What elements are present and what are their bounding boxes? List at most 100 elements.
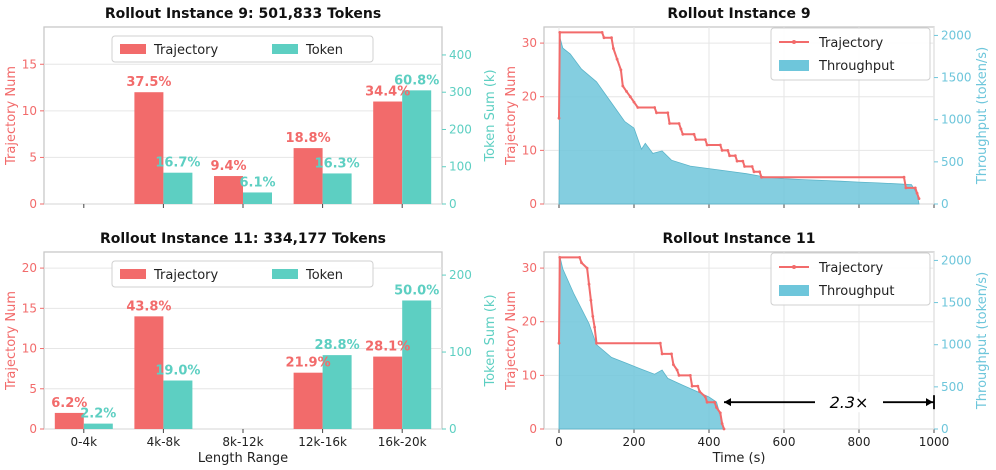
- trajectory-point: [726, 149, 730, 152]
- x-tick-label: 200: [623, 435, 646, 449]
- y-tick-label: 10: [522, 368, 537, 382]
- trajectory-data-label: 6.2%: [51, 396, 87, 411]
- trajectory-bar: [134, 316, 164, 429]
- x-axis-label: Time (s): [712, 451, 766, 466]
- trajectory-point: [715, 406, 718, 409]
- y-tick-label: 0: [529, 197, 537, 211]
- y-tick-label: 20: [522, 90, 537, 104]
- y2-tick-label: 0: [941, 422, 949, 436]
- trajectory-point: [593, 325, 596, 329]
- x-tick-label: 0-4k: [71, 435, 98, 449]
- trajectory-point: [558, 31, 562, 34]
- chart-title: Rollout Instance 11: [663, 231, 816, 247]
- trajectory-point: [752, 170, 756, 174]
- trajectory-point: [718, 143, 722, 147]
- trajectory-point: [728, 154, 731, 158]
- trajectory-point: [696, 384, 700, 388]
- speedup-label: 2.3×: [830, 393, 869, 412]
- trajectory-point: [758, 170, 761, 174]
- y2-tick-label: 100: [449, 160, 472, 174]
- speedup-label-bg: [815, 392, 883, 413]
- trajectory-point: [743, 165, 746, 168]
- y-tick-label: 10: [22, 104, 37, 118]
- legend-box: [770, 27, 931, 81]
- y2-tick-label: 1500: [941, 71, 972, 85]
- y2-tick-label: 500: [941, 155, 964, 169]
- y-tick-label: 30: [522, 261, 537, 275]
- trajectory-point: [904, 186, 908, 190]
- trajectory-point: [741, 159, 745, 163]
- trajectory-bar: [373, 356, 403, 429]
- trajectory-point: [666, 111, 670, 115]
- x-tick-label: 12k-16k: [298, 435, 347, 449]
- trajectory-bar: [293, 372, 323, 429]
- trajectory-point: [679, 127, 683, 131]
- legend-trajectory-label: Trajectory: [818, 261, 883, 276]
- x-tick-label: 400: [698, 435, 721, 449]
- legend-trajectory-swatch: [120, 44, 146, 54]
- trajectory-point: [632, 100, 636, 104]
- trajectory-point: [677, 374, 681, 377]
- trajectory-point: [653, 106, 656, 109]
- token-data-label: 50.0%: [394, 283, 439, 298]
- legend-trajectory-label: Trajectory: [153, 268, 218, 283]
- trajectory-point: [720, 422, 724, 425]
- y2-tick-label: 0: [449, 197, 457, 211]
- y2-tick-label: 300: [449, 85, 472, 99]
- trajectory-point: [628, 95, 632, 99]
- legend-trajectory-marker: [792, 40, 796, 44]
- token-data-label: 16.7%: [155, 156, 200, 171]
- trajectory-point: [705, 143, 709, 147]
- y2-tick-label: 400: [449, 48, 472, 62]
- trajectory-point: [692, 132, 696, 136]
- legend-trajectory-label: Trajectory: [153, 43, 218, 58]
- legend-throughput-label: Throughput: [818, 59, 895, 74]
- y-tick-label: 5: [29, 382, 37, 396]
- y2-axis-label: Throughput (token/s): [975, 272, 990, 410]
- trajectory-point: [681, 132, 685, 136]
- legend-throughput-label: Throughput: [818, 284, 895, 299]
- trajectory-bar: [373, 101, 403, 204]
- trajectory-point: [760, 175, 763, 179]
- token-bar: [243, 192, 272, 204]
- chart-title: Rollout Instance 11: 334,177 Tokens: [100, 231, 386, 247]
- x-tick-label: 4k-8k: [147, 435, 181, 449]
- trajectory-point: [917, 197, 921, 201]
- trajectory-point: [591, 315, 595, 318]
- y-axis-label: Trajectory Num: [4, 291, 19, 391]
- y-tick-label: 20: [522, 315, 537, 329]
- trajectory-point: [636, 106, 640, 109]
- legend-throughput-swatch: [779, 60, 809, 71]
- legend-trajectory-swatch: [120, 269, 146, 279]
- trajectory-point: [600, 31, 604, 34]
- legend-token-swatch: [272, 269, 298, 279]
- y2-tick-label: 0: [941, 197, 949, 211]
- trajectory-point: [585, 266, 589, 270]
- x-tick-label: 0: [555, 435, 563, 449]
- trajectory-point: [735, 159, 739, 163]
- trajectory-point: [580, 261, 583, 265]
- trajectory-point: [722, 427, 726, 431]
- trajectory-bar: [214, 176, 243, 204]
- throughput-area: [558, 256, 725, 430]
- trajectory-point: [668, 122, 671, 125]
- trajectory-point: [615, 57, 619, 61]
- trajectory-bar: [293, 148, 323, 204]
- y-tick-label: 30: [522, 36, 537, 50]
- speedup-arrow-head: [724, 398, 731, 407]
- y-tick-label: 15: [22, 57, 37, 71]
- token-bar: [163, 172, 193, 204]
- y-axis-label: Trajectory Num: [504, 66, 519, 166]
- legend-trajectory-marker: [792, 265, 796, 269]
- x-tick-label: 1000: [919, 435, 950, 449]
- legend-box: [111, 260, 374, 288]
- trajectory-point: [595, 341, 598, 345]
- trajectory-point: [675, 368, 679, 372]
- trajectory-point: [619, 68, 623, 72]
- y2-tick-label: 500: [941, 380, 964, 394]
- trajectory-point: [720, 149, 724, 152]
- trajectory-data-label: 43.8%: [126, 299, 171, 314]
- y2-tick-label: 2000: [941, 28, 972, 42]
